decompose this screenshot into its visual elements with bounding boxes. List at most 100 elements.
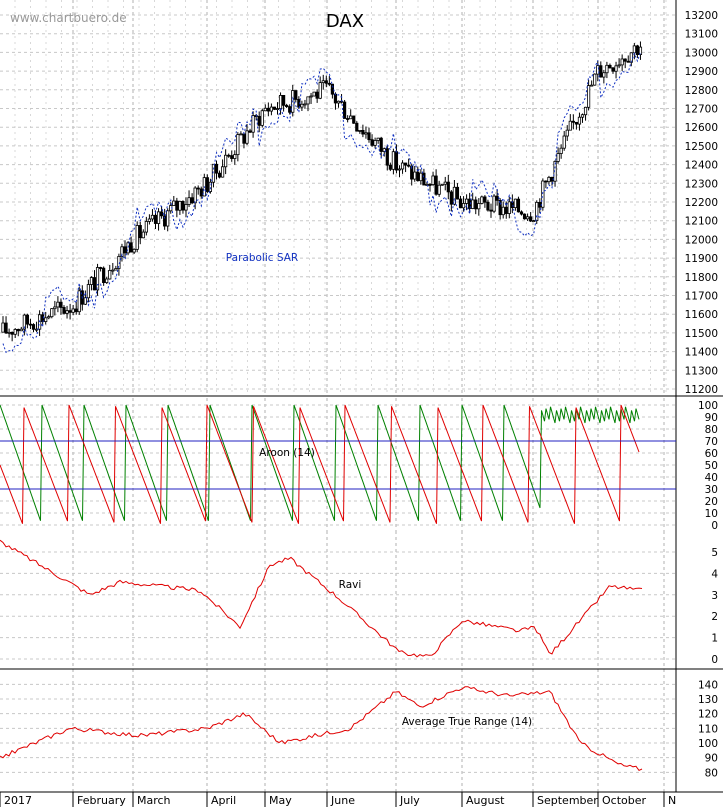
candle-body [483, 196, 487, 203]
candle-body [95, 267, 100, 291]
candle-body [599, 65, 603, 78]
candle-body [632, 45, 636, 54]
candle-body [324, 80, 328, 84]
candle-body [596, 65, 600, 75]
candle-body [266, 107, 270, 112]
candle-body [638, 46, 643, 55]
candle-body [68, 310, 72, 313]
y-tick-label: 11300 [685, 365, 718, 377]
y-tick-label: 50 [705, 460, 718, 472]
candle-body [34, 328, 39, 331]
candle-body [217, 172, 222, 178]
candle-body [367, 132, 371, 141]
candle-body [352, 115, 356, 124]
candle-body [147, 218, 151, 222]
candle-body [516, 198, 521, 213]
y-tick-label: 11600 [685, 309, 718, 321]
y-tick-label: 20 [705, 496, 718, 508]
candle-body [245, 130, 249, 144]
candle-body [437, 184, 441, 195]
candle-body [105, 278, 109, 283]
candle-body [260, 110, 264, 126]
y-tick-label: 13200 [685, 10, 718, 22]
candle-body [477, 203, 481, 210]
candle-body [7, 331, 11, 334]
candle-body [346, 118, 350, 120]
candle-body [538, 201, 542, 208]
candle-body [102, 267, 106, 283]
y-tick-label: 40 [705, 472, 718, 484]
candle-body [278, 95, 283, 109]
candle-body [480, 196, 484, 204]
candle-body [156, 211, 161, 224]
candle-body [205, 177, 209, 192]
candle-body [224, 154, 228, 168]
x-tick-label: N [668, 794, 676, 807]
candle-body [507, 201, 511, 214]
y-tick-label: 12800 [685, 85, 718, 97]
candle-body [275, 108, 280, 110]
candle-body [526, 216, 530, 220]
candle-body [144, 221, 148, 233]
y-tick-label: 90 [705, 753, 718, 765]
candle-body [492, 195, 496, 212]
candle-body [214, 163, 219, 174]
y-tick-label: 100 [698, 738, 718, 750]
candle-body [428, 184, 432, 186]
candle-body [288, 106, 292, 113]
candle-body [242, 133, 246, 144]
candle-body [309, 95, 313, 98]
y-tick-label: 11700 [685, 291, 718, 303]
candle-body [166, 210, 170, 227]
candle-body [403, 162, 408, 166]
candle-body [522, 213, 527, 220]
candle-body [74, 308, 78, 313]
candle-body [257, 115, 261, 126]
y-tick-label: 110 [698, 723, 718, 735]
candle-body [391, 151, 396, 170]
candle-body [190, 197, 194, 204]
candle-body [77, 290, 81, 313]
candle-body [239, 133, 243, 136]
aroon-label: Aroon (14) [259, 447, 315, 459]
candle-body [614, 65, 618, 72]
atr-line [0, 686, 643, 772]
candle-body [132, 248, 136, 253]
candle-body [269, 106, 274, 112]
candle-body [312, 91, 316, 97]
candle-body [65, 310, 69, 314]
candle-body [315, 91, 319, 99]
candle-body [108, 270, 112, 280]
candle-body [135, 225, 139, 250]
candle-body [388, 164, 392, 170]
y-tick-label: 13000 [685, 47, 718, 59]
candle-body [562, 135, 566, 149]
candle-body [163, 215, 167, 227]
candle-body [220, 166, 225, 178]
y-tick-label: 80 [705, 767, 718, 779]
candle-body [498, 199, 502, 216]
candle-body [233, 154, 237, 159]
y-tick-label: 12700 [685, 104, 718, 116]
candle-body [272, 106, 277, 110]
chart-title: DAX [326, 11, 364, 32]
y-tick-label: 12200 [685, 197, 718, 209]
y-tick-label: 11400 [685, 347, 718, 359]
parabolic-sar-label: Parabolic SAR [226, 252, 298, 264]
y-tick-label: 80 [705, 424, 718, 436]
candle-body [123, 246, 127, 254]
y-tick-label: 0 [711, 520, 718, 532]
candle-body [47, 316, 51, 319]
candle-body [626, 60, 630, 63]
candle-body [431, 175, 435, 185]
candle-body [635, 45, 640, 55]
candle-body [336, 100, 341, 104]
candle-body [248, 130, 252, 133]
candle-body [342, 101, 347, 119]
candle-body [1, 322, 5, 333]
candle-body [172, 200, 176, 206]
candle-body [211, 163, 216, 183]
candle-body [44, 317, 48, 322]
candle-body [150, 214, 155, 220]
